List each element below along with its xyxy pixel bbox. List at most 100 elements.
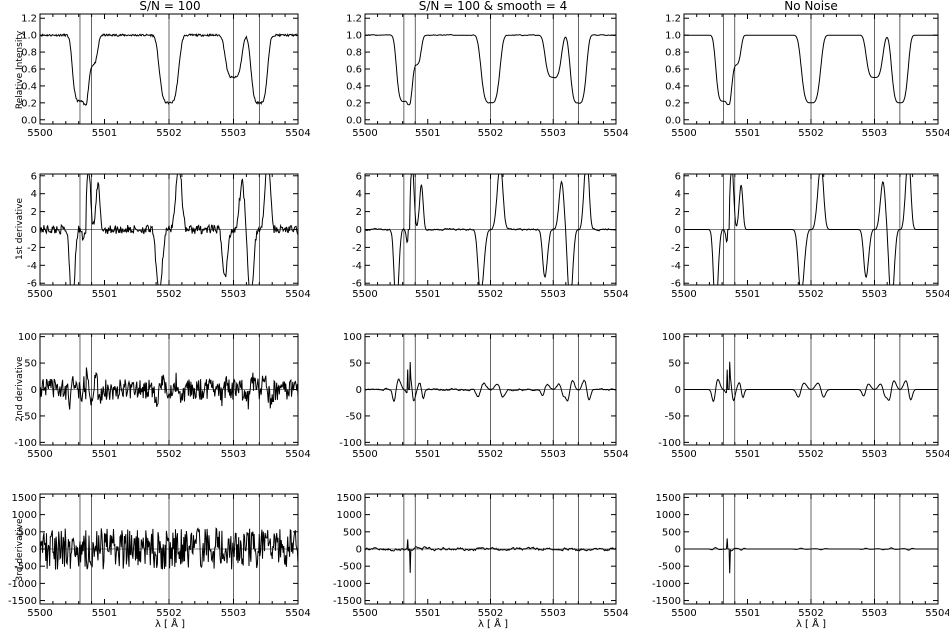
data-curve (684, 173, 938, 286)
x-tick-label: 5504 (603, 449, 628, 460)
y-tick-label: -1500 (333, 596, 362, 607)
y-tick-label: 0.4 (21, 81, 37, 92)
y-tick-label: 0 (675, 545, 681, 556)
y-tick-label: 0 (31, 545, 37, 556)
x-tick-label: 5502 (156, 289, 181, 300)
x-tick-label: 5502 (156, 608, 181, 619)
panel-r3-c2: 5500 5501 5502 5503 5504 -1500 -1000 -500 0 500 10… (652, 493, 949, 619)
x-tick-label: 5503 (862, 608, 887, 619)
y-tick-label: -4 (671, 261, 681, 272)
y-tick-label: 0 (356, 385, 362, 396)
x-tick-label: 5502 (798, 128, 823, 139)
x-tick-label: 5503 (541, 128, 566, 139)
x-tick-label: 5501 (735, 449, 760, 460)
x-tick-label: 5500 (352, 128, 377, 139)
panel-r2-c0: 5500 5501 5502 5503 5504 -100 -50 0 50 100 (14, 332, 310, 460)
x-tick-label: 5500 (352, 608, 377, 619)
column-title-0: S/N = 100 (139, 0, 200, 13)
y-tick-label: 0.0 (346, 115, 362, 126)
y-tick-label: 0.2 (21, 98, 37, 109)
y-tick-label: 2 (356, 207, 362, 218)
data-curve (364, 33, 617, 106)
y-tick-label: 100 (343, 332, 362, 343)
x-tick-label: 5502 (156, 449, 181, 460)
x-tick-label: 5503 (541, 289, 566, 300)
x-tick-label: 5504 (603, 128, 628, 139)
data-curve (364, 361, 617, 403)
panels: 5500 5501 5502 5503 5504 0.0 0.2 0.4 0.6 0.8 1.0 1.… (8, 13, 949, 619)
row-ylabel-3: 3rd derivative (15, 518, 25, 581)
y-tick-label: 1.0 (346, 31, 362, 42)
y-tick-label: 6 (675, 171, 681, 182)
x-tick-label: 5504 (925, 128, 949, 139)
data-curve (39, 173, 299, 286)
y-tick-label: 4 (31, 189, 37, 200)
y-tick-label: -4 (27, 261, 37, 272)
x-tick-label: 5501 (735, 608, 760, 619)
y-tick-label: -50 (665, 411, 681, 422)
x-axis-label-0: λ [ Å ] (155, 617, 185, 630)
row-ylabel-1: 1st derivative (15, 198, 25, 260)
y-tick-label: -4 (352, 261, 362, 272)
y-tick-label: 0 (356, 225, 362, 236)
x-tick-label: 5503 (541, 608, 566, 619)
y-tick-label: 1000 (12, 510, 37, 521)
y-tick-label: 0 (31, 225, 37, 236)
x-tick-label: 5502 (798, 449, 823, 460)
x-tick-label: 5502 (798, 608, 823, 619)
y-tick-label: -1000 (8, 579, 37, 590)
y-tick-label: -500 (14, 562, 37, 573)
y-tick-label: 0.4 (346, 81, 362, 92)
y-tick-label: -2 (352, 243, 362, 254)
y-tick-label: 50 (349, 359, 362, 370)
x-tick-label: 5503 (221, 449, 246, 460)
data-curve (364, 173, 617, 286)
y-tick-label: -2 (27, 243, 37, 254)
y-tick-label: -500 (658, 562, 681, 573)
x-tick-label: 5500 (27, 128, 52, 139)
x-tick-label: 5502 (478, 128, 503, 139)
x-axis-label-2: λ [ Å ] (796, 617, 826, 630)
y-tick-label: 1000 (656, 510, 681, 521)
y-tick-label: 4 (675, 189, 681, 200)
x-tick-label: 5501 (735, 128, 760, 139)
panel-r2-c2: 5500 5501 5502 5503 5504 -100 -50 0 50 100 (658, 332, 949, 460)
x-tick-label: 5502 (798, 289, 823, 300)
y-tick-label: 0 (356, 545, 362, 556)
x-tick-label: 5504 (925, 608, 949, 619)
x-tick-label: 5504 (603, 289, 628, 300)
x-tick-label: 5504 (603, 608, 628, 619)
x-tick-label: 5502 (478, 608, 503, 619)
y-tick-label: 0.0 (665, 115, 681, 126)
data-curve (39, 527, 299, 570)
x-axis-label-1: λ [ Å ] (478, 617, 508, 630)
x-tick-label: 5504 (925, 289, 949, 300)
x-tick-label: 5502 (156, 128, 181, 139)
y-tick-label: 1.0 (665, 31, 681, 42)
y-tick-label: -1000 (333, 579, 362, 590)
y-tick-label: 1500 (12, 493, 37, 504)
panel-r1-c2: 5500 5501 5502 5503 5504 -6 -4 -2 0 2 4 6 (671, 171, 949, 300)
x-tick-label: 5501 (415, 128, 440, 139)
y-tick-label: 500 (662, 527, 681, 538)
y-tick-label: -1500 (8, 596, 37, 607)
data-curve (364, 539, 617, 573)
y-tick-label: 2 (31, 207, 37, 218)
y-tick-label: 0 (675, 385, 681, 396)
y-tick-label: 50 (24, 359, 37, 370)
x-tick-label: 5501 (415, 449, 440, 460)
y-tick-label: 1.0 (21, 31, 37, 42)
y-tick-label: -100 (658, 438, 681, 449)
y-tick-label: -100 (339, 438, 362, 449)
column-title-2: No Noise (784, 0, 837, 13)
y-tick-label: -6 (27, 279, 37, 290)
y-tick-label: 1.2 (346, 14, 362, 25)
y-tick-label: -500 (339, 562, 362, 573)
panel-r3-c0: 5500 5501 5502 5503 5504 -1500 -1000 -500 0 500 10… (8, 493, 311, 619)
y-tick-label: 6 (31, 171, 37, 182)
y-tick-label: 1.2 (665, 14, 681, 25)
x-tick-label: 5500 (671, 608, 696, 619)
y-tick-label: 0.2 (665, 98, 681, 109)
x-tick-label: 5501 (415, 289, 440, 300)
